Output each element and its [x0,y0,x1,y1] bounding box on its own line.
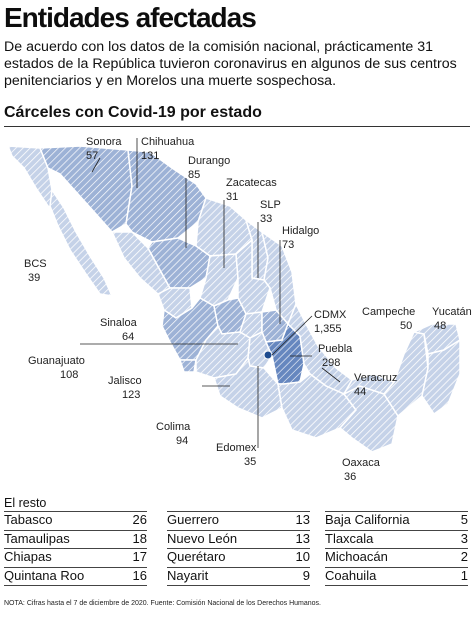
row-state: Nuevo León [167,530,238,546]
label-edomex-value: 35 [244,456,256,468]
subtitle-rule [4,126,470,127]
label-campeche-name: Campeche [362,306,415,318]
row-value: 13 [295,530,310,546]
row-value: 3 [460,530,468,546]
row-state: Tabasco [4,512,53,527]
state-bcs [49,187,114,297]
table-row: Baja California 5 [325,511,468,530]
label-jalisco-value: 123 [122,389,140,401]
label-veracruz-value: 44 [354,386,366,398]
row-state: Quintana Roo [4,567,85,583]
label-durango-value: 85 [188,169,200,181]
row-value: 2 [460,549,468,564]
row-state: Michoacán [325,549,388,564]
mexico-map: Sonora 57 Chihuahua 131 Durango 85 Zacat… [6,136,472,483]
table-row: Guerrero 13 [167,511,310,530]
table-row: Michoacán 2 [325,548,468,567]
label-puebla-value: 298 [322,357,340,369]
state-colima [178,359,197,373]
label-hidalgo-value: 73 [282,239,294,251]
label-oaxaca-value: 36 [344,471,356,483]
row-state: Guerrero [167,512,220,527]
label-slp-value: 33 [260,213,272,225]
table-row: Coahuila 1 [325,566,468,586]
label-durango-name: Durango [188,155,230,167]
resto-title: El resto [4,496,47,510]
table-row: Quintana Roo 16 [4,566,147,586]
row-state: Coahuila [325,567,377,583]
label-zacatecas-name: Zacatecas [226,177,277,189]
label-colima-name: Colima [156,421,191,433]
row-state: Querétaro [167,549,226,564]
state-slp [235,238,271,315]
label-colima-value: 94 [176,435,188,447]
label-jalisco-name: Jalisco [108,375,142,387]
label-guanajuato-name: Guanajuato [28,355,85,367]
label-cdmx-value: 1,355 [314,323,342,335]
row-state: Tamaulipas [4,530,70,546]
table-row: Nayarit 9 [167,566,310,586]
row-value: 17 [132,549,147,564]
label-yucatan-name: Yucatán [432,306,472,318]
table-row: Tabasco 26 [4,511,147,530]
table-row: Nuevo León 13 [167,529,310,549]
label-hidalgo-name: Hidalgo [282,225,319,237]
source-note: NOTA: Cifras hasta el 7 de diciembre de … [4,600,321,607]
intro-text: De acuerdo con los datos de la comisión … [4,39,457,89]
label-yucatan-value: 48 [434,320,446,332]
page-title: Entidades afectadas [4,2,257,33]
row-value: 26 [132,512,147,527]
row-value: 18 [132,530,147,546]
resto-column-3: Baja California 5 Tlaxcala 3 Michoacán 2 Co… [325,511,468,586]
row-state: Nayarit [167,567,209,583]
label-veracruz-name: Veracruz [354,372,397,384]
resto-column-2: Guerrero 13 Nuevo León 13 Querétaro 10 Naya… [167,511,310,586]
cdmx-marker [263,350,273,360]
label-sinaloa-name: Sinaloa [100,317,138,329]
label-bcs-name: BCS [24,258,47,270]
label-edomex-name: Edomex [216,442,257,454]
label-cdmx-name: CDMX [314,309,347,321]
resto-column-1: Tabasco 26 Tamaulipas 18 Chiapas 17 Quintan… [4,511,147,586]
map-subtitle: Cárceles con Covid-19 por estado [4,104,262,121]
map-labels: Sonora 57 Chihuahua 131 Durango 85 Zacat… [24,136,472,483]
label-oaxaca-name: Oaxaca [342,457,381,469]
row-state: Chiapas [4,549,52,564]
state-quintana-roo [421,338,461,416]
leader-lines [80,138,341,448]
label-puebla-name: Puebla [318,343,353,355]
label-sonora-name: Sonora [86,136,122,148]
table-row: Chiapas 17 [4,548,147,567]
table-row: Querétaro 10 [167,548,310,567]
row-value: 13 [295,512,310,527]
table-row: Tamaulipas 18 [4,529,147,549]
row-value: 10 [295,549,310,564]
table-row: Tlaxcala 3 [325,529,468,549]
label-slp-name: SLP [260,199,281,211]
label-guanajuato-value: 108 [60,369,78,381]
label-bcs-value: 39 [28,272,40,284]
row-value: 16 [132,567,147,583]
row-state: Tlaxcala [325,530,374,546]
row-value: 1 [460,567,468,583]
row-value: 9 [302,567,310,583]
row-state: Baja California [325,512,410,527]
label-campeche-value: 50 [400,320,412,332]
row-value: 5 [460,512,468,527]
label-zacatecas-value: 31 [226,191,238,203]
label-chihuahua-value: 131 [141,150,159,162]
label-chihuahua-name: Chihuahua [141,136,195,148]
label-sonora-value: 57 [86,150,98,162]
label-sinaloa-value: 64 [122,331,134,343]
state-durango [147,237,211,289]
